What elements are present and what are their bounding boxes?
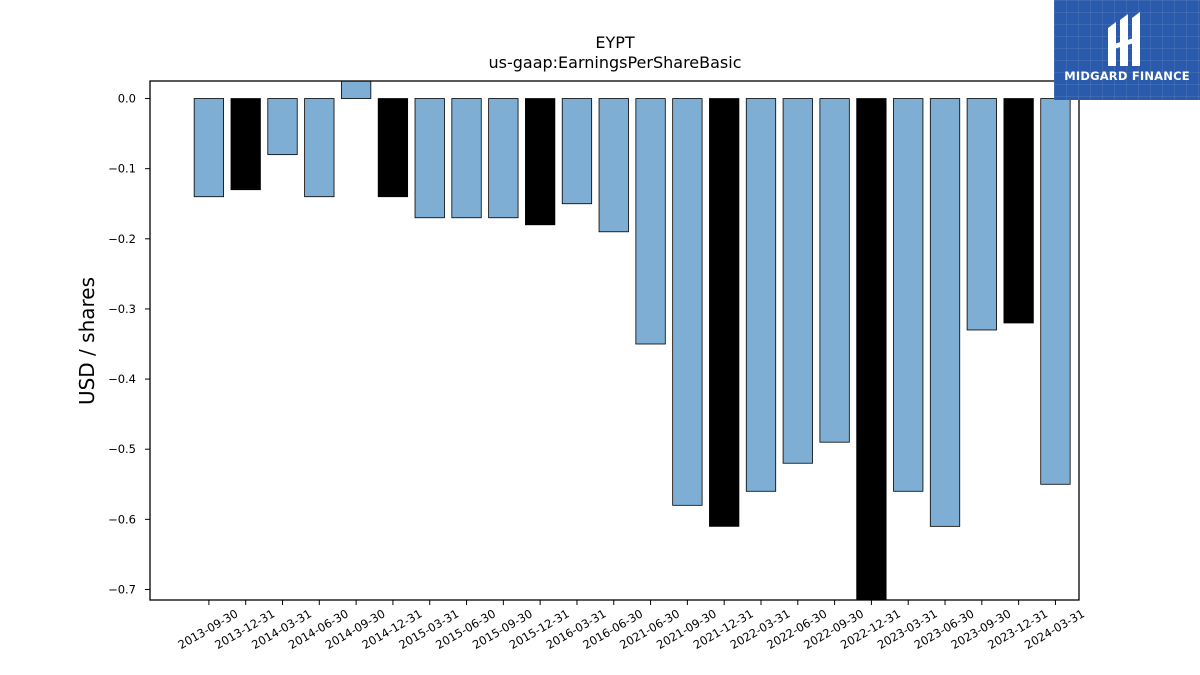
y-tick-label: −0.4 — [108, 372, 136, 386]
y-axis-label: USD / shares — [75, 277, 99, 405]
y-tick-label: −0.6 — [108, 512, 136, 526]
bar-2013-12-31 — [230, 98, 261, 191]
midgard-monogram-icon — [1108, 12, 1140, 66]
bar-2022-03-31 — [745, 98, 777, 492]
y-axis-ticks: 0.0 −0.1 −0.2 −0.3 −0.4 −0.5 −0.6 −0.7 — [108, 92, 150, 596]
bar-2021-06-30 — [635, 98, 666, 345]
chart-title: EYPT — [595, 33, 635, 52]
y-tick-label: −0.7 — [108, 582, 136, 596]
brand-name: MIDGARD FINANCE — [1064, 69, 1190, 83]
bar-2023-06-30 — [929, 98, 961, 527]
x-axis-ticks: 2013-09-302013-12-312014-03-312014-06-30… — [176, 600, 1087, 652]
bar-2014-06-30 — [304, 98, 335, 198]
bar-2014-12-31 — [377, 98, 409, 198]
y-tick-label: −0.1 — [108, 162, 136, 176]
bar-2015-03-31 — [414, 98, 445, 219]
bar-2022-12-31 — [856, 98, 887, 600]
bar-2023-03-31 — [893, 98, 924, 492]
y-tick-label: 0.0 — [118, 92, 136, 106]
bar-2016-06-30 — [598, 98, 629, 233]
chart-subtitle: us-gaap:EarningsPerShareBasic — [488, 53, 741, 72]
bar-2016-03-31 — [561, 98, 593, 205]
bar-2015-12-31 — [525, 98, 556, 226]
bar-2015-09-30 — [488, 98, 519, 219]
bar-2021-12-31 — [709, 98, 740, 527]
bars-group — [193, 81, 1071, 600]
bar-2023-09-30 — [966, 98, 997, 331]
brand-logo: MIDGARD FINANCE — [1054, 0, 1200, 100]
y-tick-label: −0.2 — [108, 232, 136, 246]
y-tick-label: −0.3 — [108, 302, 136, 316]
plot-frame — [149, 80, 1080, 601]
bar-2022-06-30 — [782, 98, 813, 464]
bar-2023-12-31 — [1003, 98, 1034, 324]
bar-2013-09-30 — [193, 98, 225, 198]
bar-2014-03-31 — [267, 98, 298, 156]
bar-2022-09-30 — [819, 98, 850, 443]
bar-2014-09-30 — [340, 81, 372, 99]
bar-2021-09-30 — [672, 98, 703, 506]
y-tick-label: −0.5 — [108, 442, 136, 456]
bar-2015-06-30 — [451, 98, 482, 219]
bar-2024-03-31 — [1040, 98, 1071, 485]
